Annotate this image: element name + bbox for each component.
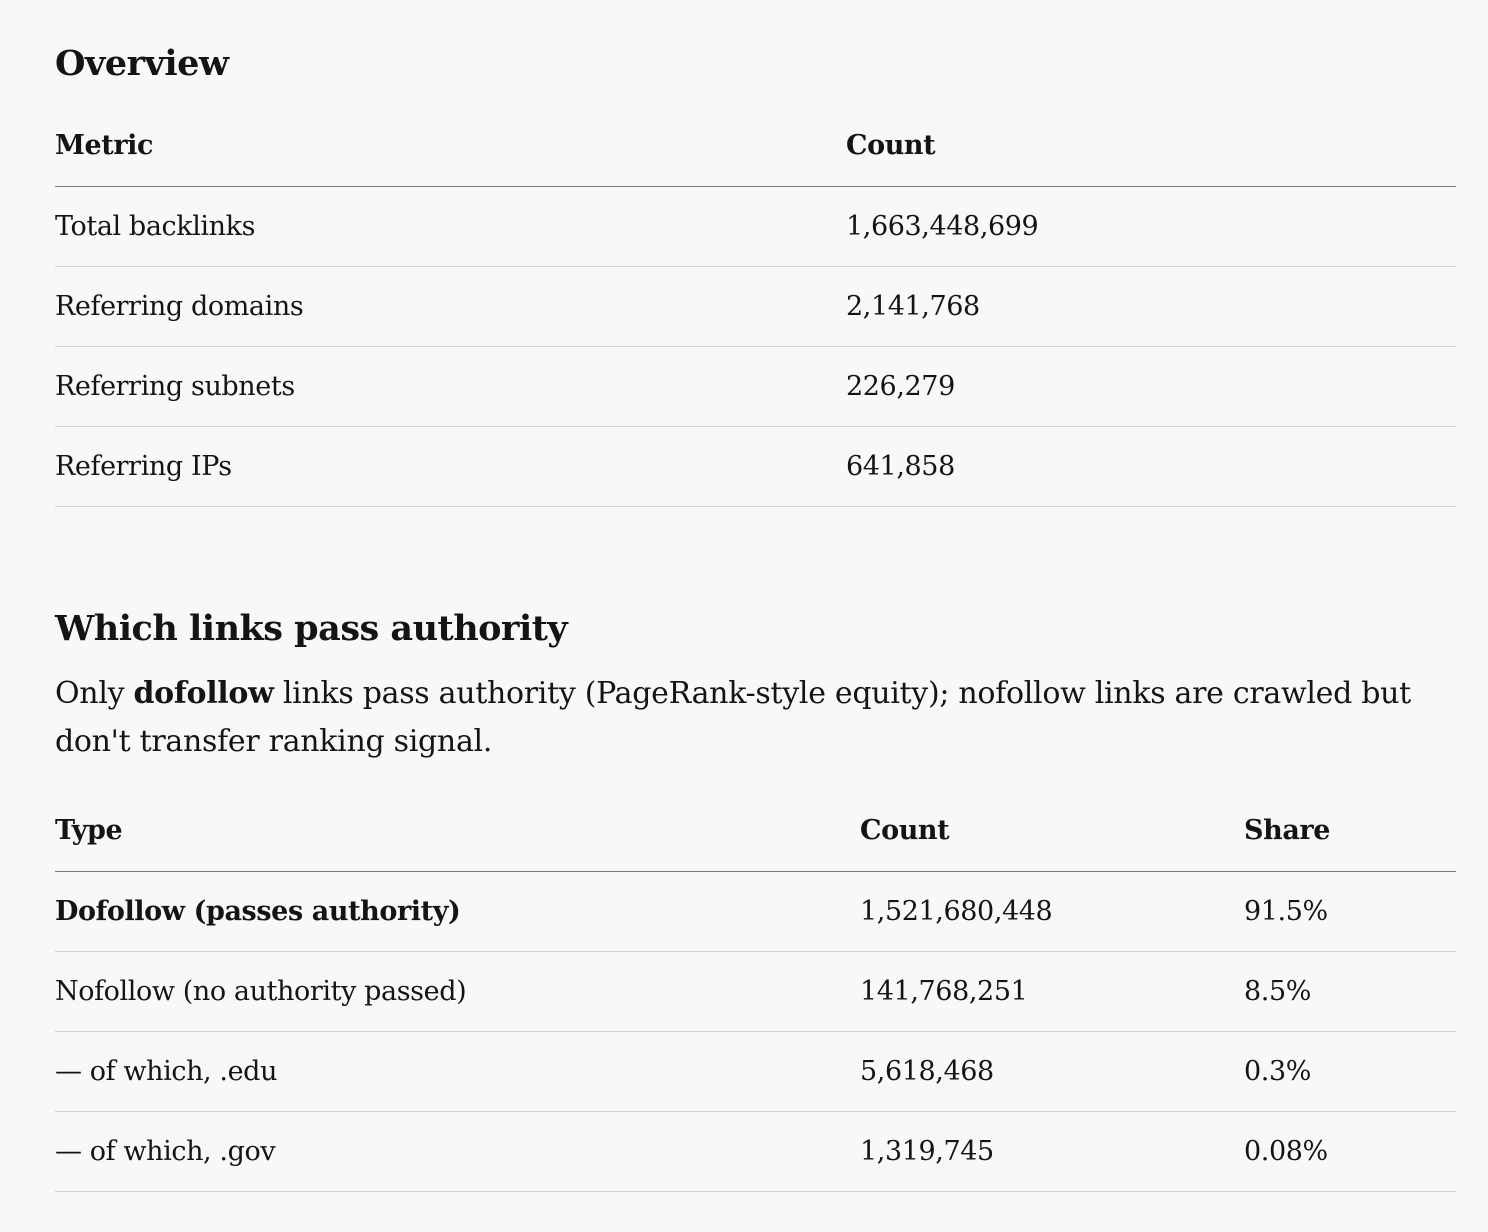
count-cell: 5,618,468 bbox=[860, 1031, 1244, 1112]
share-cell: 0.3% bbox=[1244, 1031, 1456, 1112]
count-cell: 1,319,745 bbox=[860, 1111, 1244, 1192]
table-row: Nofollow (no authority passed) 141,768,2… bbox=[55, 951, 1456, 1032]
intro-text-before: Only bbox=[55, 676, 134, 711]
metric-cell: Referring IPs bbox=[55, 426, 846, 507]
type-cell: Nofollow (no authority passed) bbox=[55, 951, 860, 1032]
table-header-row: Metric Count bbox=[55, 105, 1456, 187]
metric-cell: Total backlinks bbox=[55, 186, 846, 267]
table-row: Referring domains 2,141,768 bbox=[55, 266, 1456, 347]
column-header-metric: Metric bbox=[55, 105, 846, 187]
table-row: — of which, .gov 1,319,745 0.08% bbox=[55, 1111, 1456, 1192]
table-row: Dofollow (passes authority) 1,521,680,44… bbox=[55, 871, 1456, 952]
intro-text-after: links pass authority (PageRank-style equ… bbox=[55, 676, 1411, 759]
table-row: — of which, .edu 5,618,468 0.3% bbox=[55, 1031, 1456, 1112]
column-header-count: Count bbox=[846, 105, 1456, 187]
share-cell: 91.5% bbox=[1244, 871, 1456, 952]
column-header-type: Type bbox=[55, 790, 860, 872]
table-row: Total backlinks 1,663,448,699 bbox=[55, 186, 1456, 267]
metric-cell: Referring domains bbox=[55, 266, 846, 347]
intro-emphasis: dofollow bbox=[133, 676, 274, 711]
table-header-row: Type Count Share bbox=[55, 790, 1456, 872]
count-cell: 641,858 bbox=[846, 426, 1456, 507]
count-cell: 141,768,251 bbox=[860, 951, 1244, 1032]
table-row: Referring IPs 641,858 bbox=[55, 426, 1456, 507]
metric-cell: Referring subnets bbox=[55, 346, 846, 427]
share-cell: 0.08% bbox=[1244, 1111, 1456, 1192]
count-cell: 1,521,680,448 bbox=[860, 871, 1244, 952]
overview-heading: Overview bbox=[55, 43, 229, 84]
count-cell: 1,663,448,699 bbox=[846, 186, 1456, 267]
type-cell: — of which, .gov bbox=[55, 1111, 860, 1192]
type-cell: Dofollow (passes authority) bbox=[55, 871, 860, 952]
authority-heading: Which links pass authority bbox=[55, 608, 568, 649]
count-cell: 2,141,768 bbox=[846, 266, 1456, 347]
link-type-table: Type Count Share Dofollow (passes author… bbox=[55, 790, 1456, 1192]
overview-table: Metric Count Total backlinks 1,663,448,6… bbox=[55, 105, 1456, 507]
count-cell: 226,279 bbox=[846, 346, 1456, 427]
column-header-share: Share bbox=[1244, 790, 1456, 872]
table-row: Referring subnets 226,279 bbox=[55, 346, 1456, 427]
column-header-count: Count bbox=[860, 790, 1244, 872]
share-cell: 8.5% bbox=[1244, 951, 1456, 1032]
authority-intro-paragraph: Only dofollow links pass authority (Page… bbox=[55, 670, 1455, 766]
type-cell: — of which, .edu bbox=[55, 1031, 860, 1112]
